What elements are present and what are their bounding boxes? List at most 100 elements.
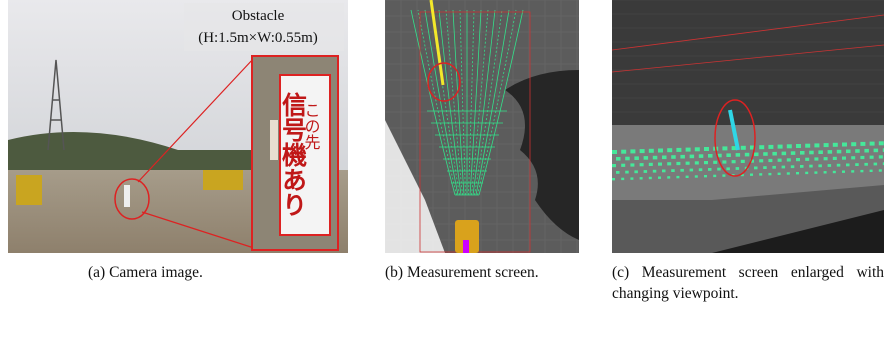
decoration [704, 161, 708, 164]
decoration [686, 148, 691, 152]
caption: (b) Measurement screen. [385, 262, 577, 283]
decoration [870, 156, 874, 159]
decoration [879, 155, 883, 158]
decoration [883, 148, 884, 152]
decoration [717, 168, 721, 171]
decoration [824, 143, 829, 147]
caption-text: Measurement screen. [407, 264, 539, 281]
decoration [649, 177, 652, 179]
decoration [828, 164, 832, 167]
decoration [708, 168, 712, 171]
decoration [625, 171, 629, 174]
decoration [634, 170, 638, 173]
decoration [699, 154, 704, 158]
decoration [763, 166, 767, 169]
decoration [818, 150, 823, 154]
decoration [768, 159, 772, 162]
decoration [722, 160, 726, 163]
decoration [796, 144, 801, 148]
decoration [644, 156, 649, 160]
decoration [860, 142, 865, 146]
decoration [680, 155, 685, 159]
decoration [704, 175, 707, 177]
measurement-screen [385, 0, 579, 253]
decoration [833, 171, 836, 173]
decoration [699, 168, 703, 171]
decoration [864, 149, 869, 153]
decoration [690, 169, 694, 172]
decoration [612, 178, 615, 180]
decoration [741, 160, 745, 163]
decoration [837, 150, 842, 154]
decoration [855, 149, 860, 153]
caption-label: (c) [612, 264, 629, 281]
decoration [616, 157, 621, 161]
decoration [722, 174, 725, 176]
decoration [676, 176, 679, 178]
decoration [640, 177, 643, 179]
decoration [787, 158, 791, 161]
decoration [704, 147, 709, 151]
decoration [768, 173, 771, 175]
decoration [732, 160, 736, 163]
decoration [796, 172, 799, 174]
decoration [644, 170, 648, 173]
decoration [750, 174, 753, 176]
decoration [667, 148, 672, 152]
decoration [625, 157, 630, 161]
decoration [818, 164, 822, 167]
decoration [695, 147, 700, 151]
decoration [741, 146, 746, 150]
decoration [837, 164, 841, 167]
decoration [653, 170, 657, 173]
decoration [814, 157, 818, 160]
decoration [640, 163, 644, 166]
decoration [805, 158, 809, 161]
decoration [671, 169, 675, 172]
decoration [855, 163, 859, 166]
decoration [759, 145, 764, 149]
decoration [612, 150, 617, 154]
decoration [658, 149, 663, 153]
decoration [722, 146, 727, 150]
decoration [653, 156, 658, 160]
decoration [634, 156, 639, 160]
decoration [791, 165, 795, 168]
decoration [754, 167, 758, 170]
figure: この先 信号機あり Obstacle (H:1.5m×W:0.55m) (a) … [0, 0, 890, 343]
decoration [846, 164, 850, 167]
decoration [726, 167, 730, 170]
decoration [686, 176, 689, 178]
decoration [879, 169, 882, 171]
decoration [621, 164, 625, 167]
decoration [662, 170, 666, 173]
camera-image: この先 信号機あり Obstacle (H:1.5m×W:0.55m) [8, 0, 348, 253]
decoration [662, 156, 667, 160]
decoration [630, 149, 635, 153]
decoration [851, 142, 856, 146]
decoration [800, 165, 804, 168]
decoration [851, 156, 855, 159]
decoration [736, 153, 741, 157]
decoration [796, 158, 800, 161]
decoration [708, 154, 713, 158]
decoration [768, 145, 773, 149]
decoration [791, 151, 796, 155]
enlarged-screen [612, 0, 884, 253]
decoration [883, 162, 884, 165]
decoration [772, 166, 776, 169]
decoration [772, 152, 777, 156]
decoration [736, 167, 740, 170]
decoration [828, 150, 833, 154]
decoration [676, 148, 681, 152]
decoration [833, 143, 838, 147]
decoration [864, 163, 868, 166]
decoration [630, 177, 633, 179]
decoration [745, 153, 750, 157]
decoration [787, 172, 790, 174]
decoration [658, 163, 662, 166]
decoration [860, 156, 864, 159]
annotation-size: (H:1.5m×W:0.55m) [198, 30, 318, 46]
decoration [782, 166, 786, 169]
decoration [805, 144, 810, 148]
